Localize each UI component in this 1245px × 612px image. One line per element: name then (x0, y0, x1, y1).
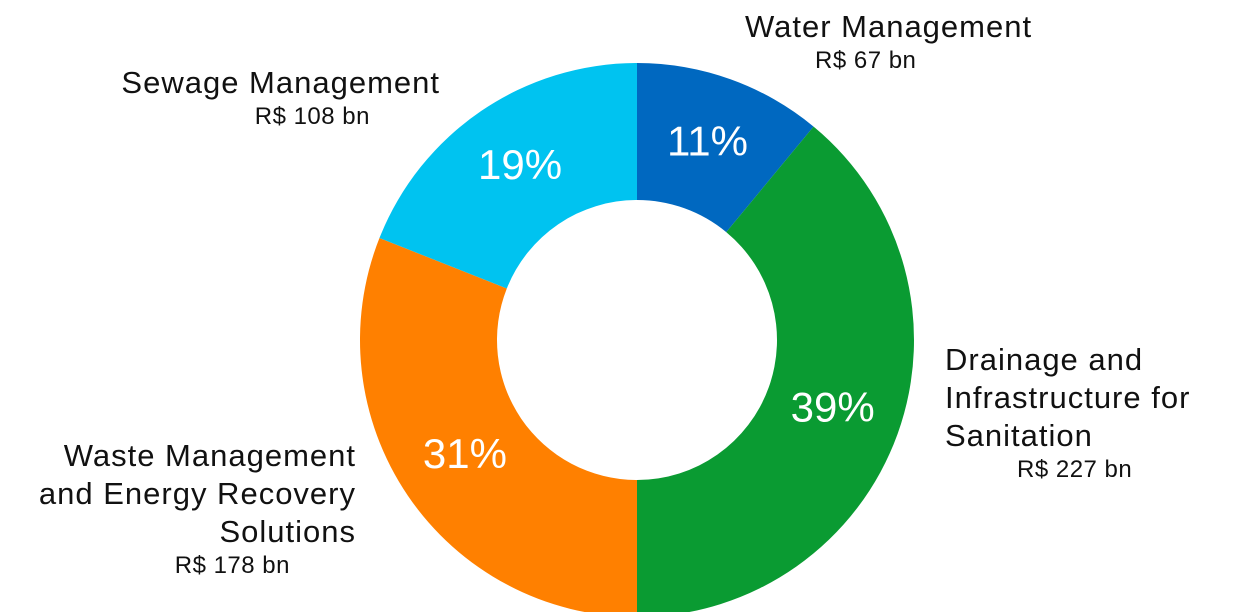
donut-segment (637, 126, 914, 612)
percent-label: 31% (423, 430, 507, 477)
donut-segment (637, 63, 814, 233)
donut-segment (379, 63, 637, 289)
category-name: Waste Management and Energy Recovery Sol… (38, 438, 356, 549)
category-name: Drainage and Infrastructure for Sanitati… (945, 342, 1191, 453)
donut-segment (360, 238, 637, 612)
amount-label: R$ 227 bn (1017, 456, 1133, 483)
segment-label: Drainage and Infrastructure for Sanitati… (945, 341, 1245, 485)
percent-label: 19% (478, 141, 562, 188)
amount-label: R$ 108 bn (254, 103, 370, 130)
amount-label: R$ 67 bn (815, 47, 917, 74)
segment-label: Waste Management and Energy Recovery Sol… (0, 437, 356, 581)
category-name: Sewage Management (121, 65, 440, 100)
category-name: Water Management (745, 9, 1033, 44)
amount-label: R$ 178 bn (174, 552, 290, 579)
percent-label: 39% (791, 384, 875, 431)
percent-label: 11% (667, 117, 748, 164)
segment-label: Sewage Management R$ 108 bn (60, 64, 440, 132)
segment-label: Water Management R$ 67 bn (745, 8, 1095, 76)
